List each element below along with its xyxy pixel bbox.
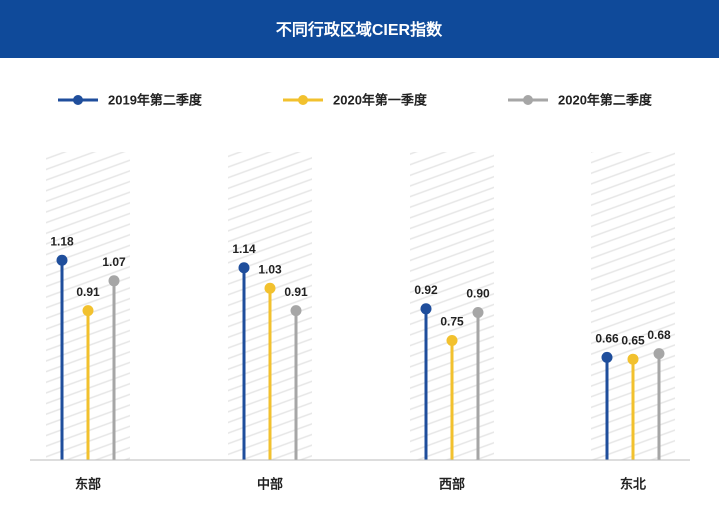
x-tick-label: 东北	[620, 476, 646, 491]
legend-label: 2019年第二季度	[108, 92, 203, 107]
value-label: 0.91	[284, 285, 308, 299]
dot	[56, 254, 68, 266]
legend-dot	[523, 95, 533, 105]
dot	[653, 348, 665, 360]
dot	[627, 353, 639, 365]
header-bar	[0, 0, 719, 58]
legend-label: 2020年第一季度	[333, 92, 428, 107]
value-label: 1.18	[50, 234, 74, 248]
dot	[290, 305, 302, 317]
value-label: 0.65	[621, 333, 645, 347]
value-label: 1.14	[232, 242, 256, 256]
value-label: 1.07	[102, 255, 126, 269]
dot	[238, 262, 250, 274]
dot	[108, 275, 120, 287]
value-label: 1.03	[258, 262, 282, 276]
dot	[82, 305, 94, 317]
value-label: 0.68	[647, 328, 671, 342]
value-label: 0.66	[595, 332, 619, 346]
value-label: 0.90	[466, 287, 490, 301]
legend-dot	[298, 95, 308, 105]
value-label: 0.75	[440, 315, 464, 329]
x-tick-label: 中部	[257, 476, 283, 491]
dot	[601, 351, 613, 363]
dot	[446, 335, 458, 347]
dot	[420, 303, 432, 315]
x-tick-label: 东部	[75, 476, 101, 491]
x-tick-label: 西部	[439, 476, 465, 491]
dot	[472, 307, 484, 319]
legend-label: 2020年第二季度	[558, 92, 653, 107]
dot	[264, 282, 276, 294]
legend-dot	[73, 95, 83, 105]
chart-title: 不同行政区域CIER指数	[276, 20, 443, 39]
value-label: 0.91	[76, 285, 100, 299]
value-label: 0.92	[414, 283, 438, 297]
